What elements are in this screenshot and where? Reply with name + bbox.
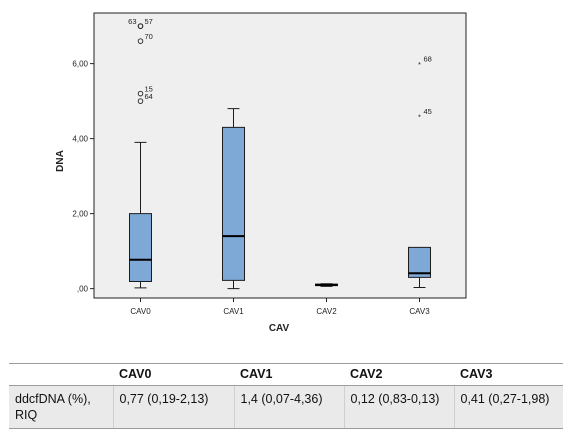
- box-cav3: [408, 246, 431, 278]
- table-header-cell: CAV1: [234, 363, 344, 386]
- plot-area: [93, 12, 467, 299]
- x-tick-label: CAV3: [409, 307, 430, 316]
- outlier-circle: [137, 98, 144, 104]
- table-cell: 0,12 (0,83-0,13): [343, 385, 454, 429]
- table-header-cell: [9, 363, 113, 386]
- y-axis-title: DNA: [55, 150, 66, 172]
- outlier-label: 64: [145, 92, 153, 101]
- table-row-label: ddcfDNA (%), RIQ: [9, 385, 113, 429]
- table-header-cell: CAV2: [344, 363, 454, 386]
- outlier-circle: [137, 38, 144, 44]
- outlier-circle: [137, 23, 144, 29]
- box-cav1: [222, 126, 245, 281]
- table-cell: 0,41 (0,27-1,98): [453, 385, 563, 429]
- outlier-label: 57: [145, 17, 153, 26]
- y-tick-label: 6,00: [72, 60, 88, 69]
- table-header-cell: CAV3: [454, 363, 563, 386]
- summary-table: CAV0 CAV1 CAV2 CAV3 ddcfDNA (%), RIQ 0,7…: [9, 363, 563, 429]
- table-cell: 0,77 (0,19-2,13): [112, 385, 234, 429]
- x-tick-label: CAV2: [316, 307, 337, 316]
- table-cell: 1,4 (0,07-4,36): [233, 385, 344, 429]
- outlier-label: 45: [424, 107, 432, 116]
- outlier-star: *: [418, 113, 421, 122]
- y-tick-label: ,00: [77, 285, 89, 294]
- outlier-label: 15: [145, 85, 153, 94]
- table-header-row: CAV0 CAV1 CAV2 CAV3: [9, 363, 563, 386]
- outlier-star: *: [418, 60, 421, 69]
- outlier-label: 70: [145, 32, 153, 41]
- outlier-label: 68: [424, 55, 432, 64]
- y-tick-label: 2,00: [72, 210, 88, 219]
- x-axis-title: CAV: [269, 323, 290, 334]
- outlier-label: 63: [128, 17, 136, 26]
- table-row: ddcfDNA (%), RIQ 0,77 (0,19-2,13) 1,4 (0…: [9, 385, 563, 429]
- table-header-cell: CAV0: [113, 363, 234, 386]
- x-tick-label: CAV0: [130, 307, 151, 316]
- box-cav0: [129, 213, 152, 282]
- y-tick-label: 4,00: [72, 135, 88, 144]
- outlier-circle: [137, 90, 144, 97]
- x-tick-label: CAV1: [223, 307, 244, 316]
